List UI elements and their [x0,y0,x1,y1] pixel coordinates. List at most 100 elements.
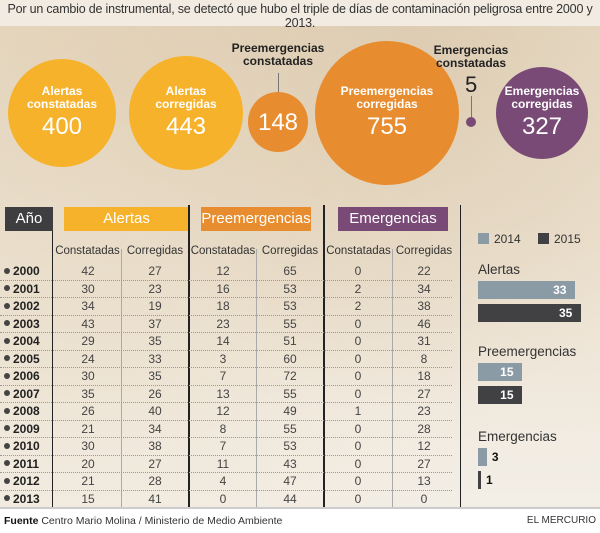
table-cell: 0 [354,316,362,331]
table-cell: 12 [216,264,230,278]
sub-header: Corregidas [261,245,319,257]
bubble-label: corregidas [155,97,217,111]
sub-header: Constatadas [55,245,120,257]
legend-item-2015: 2015 [538,232,581,246]
bubble-label: corregidas [356,97,418,111]
table-cell: 27 [148,264,162,278]
table-cell: 41 [148,491,162,506]
bubble-label: constatadas [26,97,98,111]
table-cell: 0 [354,369,362,383]
callout-stem [471,96,472,117]
year-cell: 2003 [4,317,40,331]
source-text: Centro Mario Molina / Ministerio de Medi… [41,515,283,527]
bubble-preemergencias-constatadas: 148 [248,92,308,152]
brand-logo: EL MERCURIO [526,515,596,526]
table-cell: 4 [219,474,227,488]
bubble-preemergencias-corregidas: Preemergencias corregidas 755 [315,41,459,185]
bar-chart-2014-2015: 2014 2015 Alertas 33 35 Preemergencias 15 15 E… [460,205,600,507]
source-credit: Fuente Centro Mario Molina / Ministerio … [4,515,282,527]
bar-value-label: 3 [491,450,499,464]
bar-group-label: Emergencias [478,429,557,444]
year-label: 2008 [13,404,40,418]
bubble-alertas-corregidas: Alertas corregidas 443 [129,56,243,170]
table-cell: 21 [81,474,95,488]
bubble-value: 443 [165,113,207,140]
year-cell: 2006 [4,369,40,383]
table-cell: 60 [283,351,297,366]
table-cell: 12 [216,404,230,418]
table-cell: 35 [148,369,162,383]
group-divider [323,205,325,507]
bubble-emergencias-constatadas [466,117,476,127]
bullet-icon [4,442,10,449]
table-cell: 28 [417,421,431,436]
bar-group-label: Preemergencias [478,344,577,359]
year-label: 2007 [13,386,40,401]
table-cell: 1 [354,404,362,418]
table-cell: 0 [420,491,428,506]
year-cell: 2008 [4,404,40,418]
table-cell: 0 [219,491,227,506]
bubble-alertas-constatadas: Alertas constatadas 400 [8,59,116,167]
bar-2015-emergencias [478,471,481,489]
table-cell: 7 [219,369,227,383]
bubble-value: 400 [41,113,83,140]
year-cell: 2001 [4,282,40,296]
callout-stem [278,73,279,92]
table-cell: 47 [283,474,297,488]
bubble-label: Emergencias [504,84,580,98]
table-cell: 23 [417,404,431,418]
table-cell: 53 [283,439,297,453]
bubble-label: corregidas [511,97,573,111]
year-cell: 2013 [4,492,40,506]
table-cell: 55 [283,386,297,401]
table-cell: 24 [81,351,95,366]
bullet-icon [4,372,10,379]
year-cell: 2011 [4,457,39,471]
table-cell: 0 [354,439,362,453]
table-cell: 31 [417,334,431,348]
bar-group-label: Alertas [478,262,521,277]
table-cell: 27 [148,456,162,471]
table-row: 2011 20 27 11 43 0 27 [0,456,452,473]
table-cell: 0 [354,456,362,471]
table-cell: 29 [81,334,95,348]
table-cell: 18 [216,299,230,313]
bar-2015-alertas [478,304,581,322]
table-cell: 7 [219,439,227,453]
table-cell: 16 [216,281,230,296]
bar-value-label: 35 [559,306,573,320]
bar-value-label: 1 [485,473,493,487]
group-divider [188,205,190,507]
table-row: 2003 43 37 23 55 0 46 [0,316,452,333]
subtitle: Por un cambio de instrumental, se detect… [7,2,593,30]
table-cell: 53 [283,299,297,313]
table-row: 2007 35 26 13 55 0 27 [0,386,452,403]
table-cell: 30 [81,281,95,296]
year-label: 2001 [13,281,40,296]
year-label: 2011 [13,456,40,471]
bullet-icon [4,267,10,274]
table-cell: 18 [417,369,431,383]
legend-label: 2014 [494,232,521,246]
year-label: 2000 [13,264,40,278]
table-cell: 40 [148,404,162,418]
bubble-value: 148 [257,109,299,136]
year-label: 2013 [13,491,40,506]
bullet-icon [4,302,10,309]
table-cell: 8 [219,421,227,436]
year-label: 2003 [13,316,40,331]
table-cell: 0 [354,334,362,348]
table-row: 2005 24 33 3 60 0 8 [0,351,452,368]
year-cell: 2005 [4,352,40,366]
table-row: 2004 29 35 14 51 0 31 [0,333,452,351]
bullet-icon [4,355,10,362]
bullet-icon [4,285,10,292]
table-cell: 34 [81,299,95,313]
year-divider [52,231,53,507]
table-cell: 49 [283,404,297,418]
table-cell: 26 [81,404,95,418]
bullet-icon [4,320,10,327]
table-cell: 2 [354,281,362,296]
table-row: 2001 30 23 16 53 2 34 [0,281,452,298]
